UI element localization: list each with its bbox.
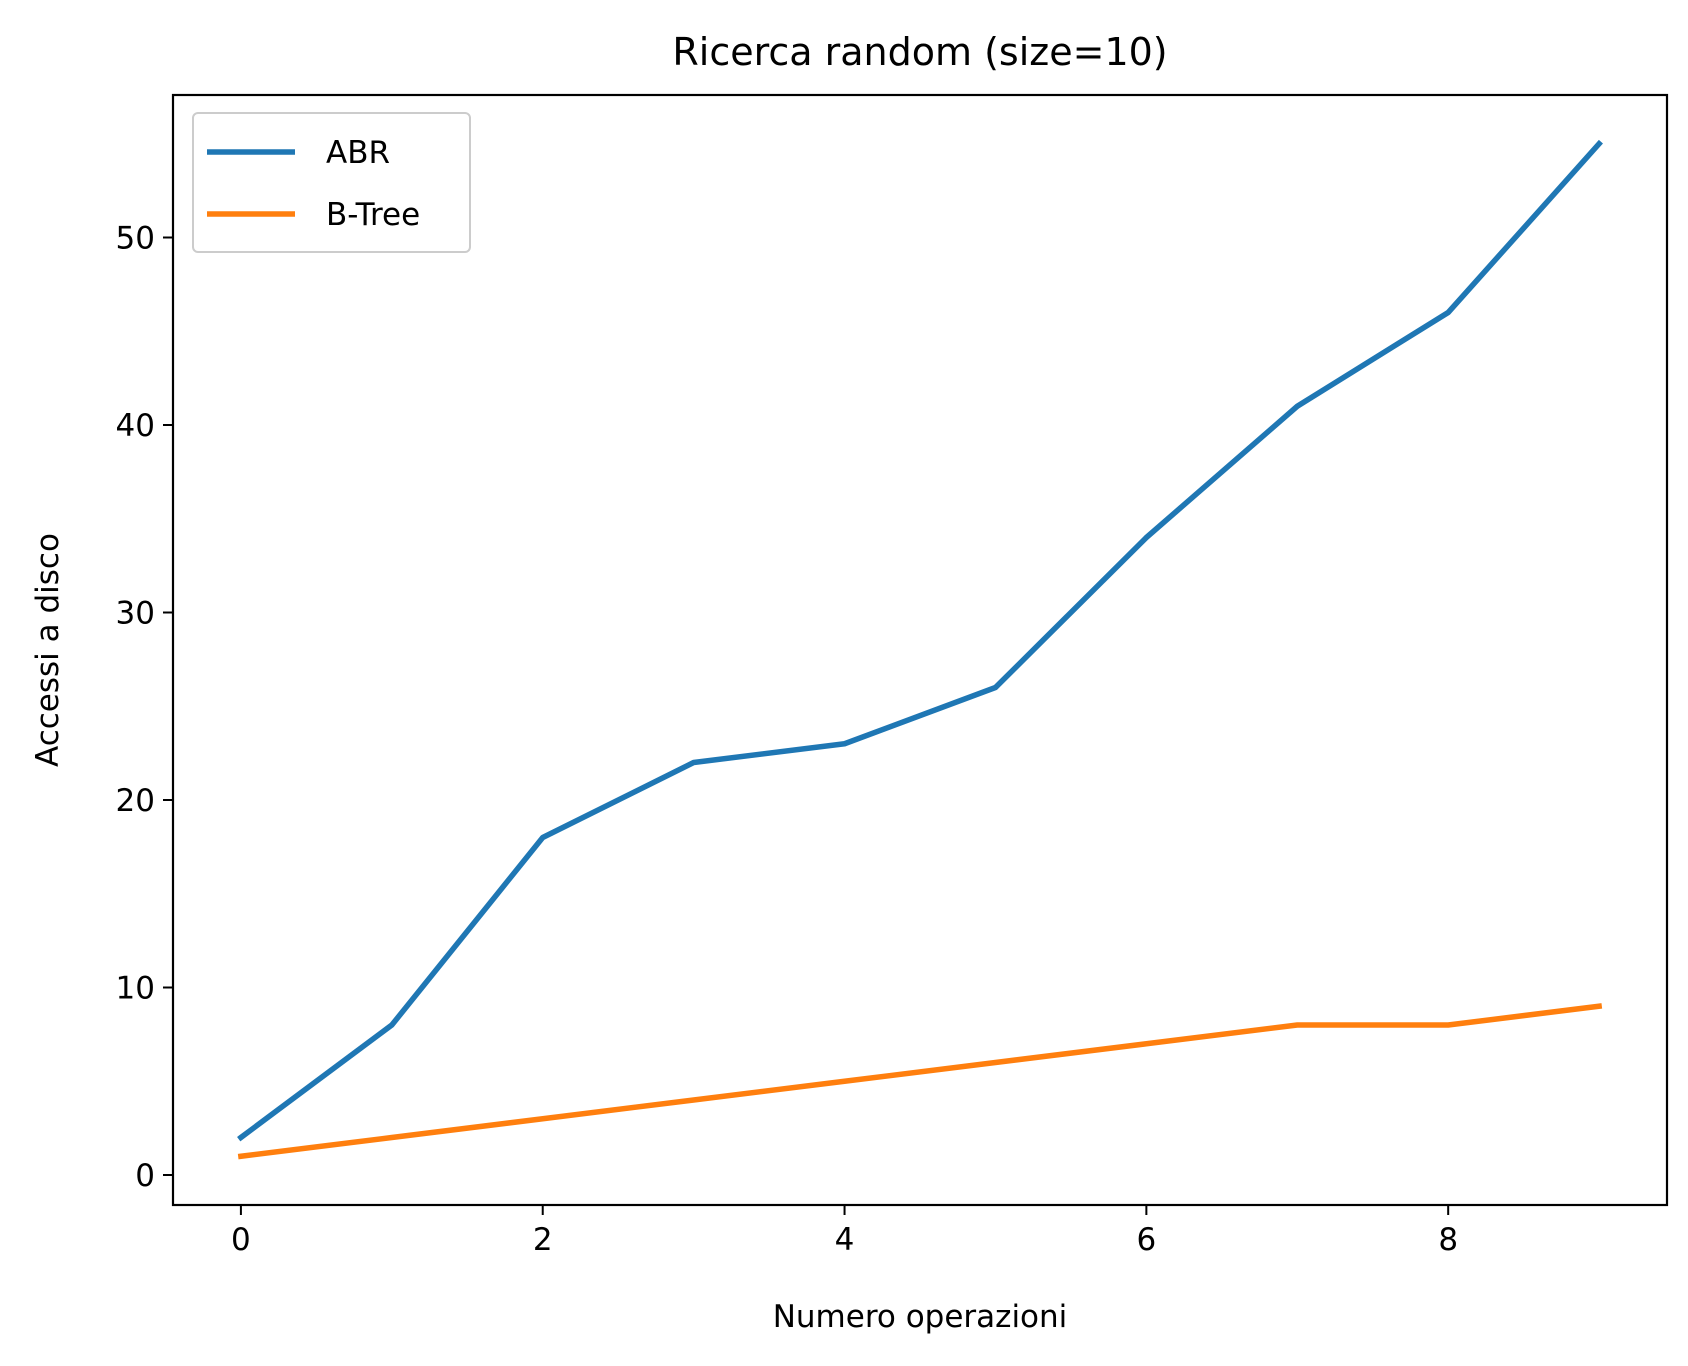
- series-lines: [237, 139, 1603, 1160]
- y-tick-label: 0: [135, 1158, 155, 1194]
- y-tick-label: 50: [116, 221, 155, 257]
- x-tick-label: 2: [533, 1222, 553, 1258]
- x-tick-label: 0: [231, 1222, 251, 1258]
- series-line-abr: [237, 139, 1603, 1142]
- x-tick-label: 8: [1438, 1222, 1458, 1258]
- x-tick-label: 6: [1136, 1222, 1156, 1258]
- y-tick-label: 40: [116, 408, 155, 444]
- legend-box: [192, 112, 471, 253]
- y-tick-label: 10: [116, 971, 155, 1007]
- y-tick-label: 20: [116, 783, 155, 819]
- legend-label: ABR: [326, 135, 390, 171]
- y-axis-label: Accessi a disco: [30, 533, 66, 767]
- y-tick-label: 30: [116, 596, 155, 632]
- legend-label: B-Tree: [326, 197, 420, 233]
- plot-frame: [171, 93, 1669, 1207]
- chart-title: Ricerca random (size=10): [672, 30, 1167, 74]
- x-axis-label: Numero operazioni: [773, 1299, 1068, 1335]
- axis-ticks: 0 2 4 6 8 0 10 20 30 40 50: [116, 221, 1459, 1259]
- x-tick-label: 4: [835, 1222, 855, 1258]
- legend: ABR B-Tree: [192, 112, 471, 253]
- series-line-b-tree: [237, 1003, 1603, 1160]
